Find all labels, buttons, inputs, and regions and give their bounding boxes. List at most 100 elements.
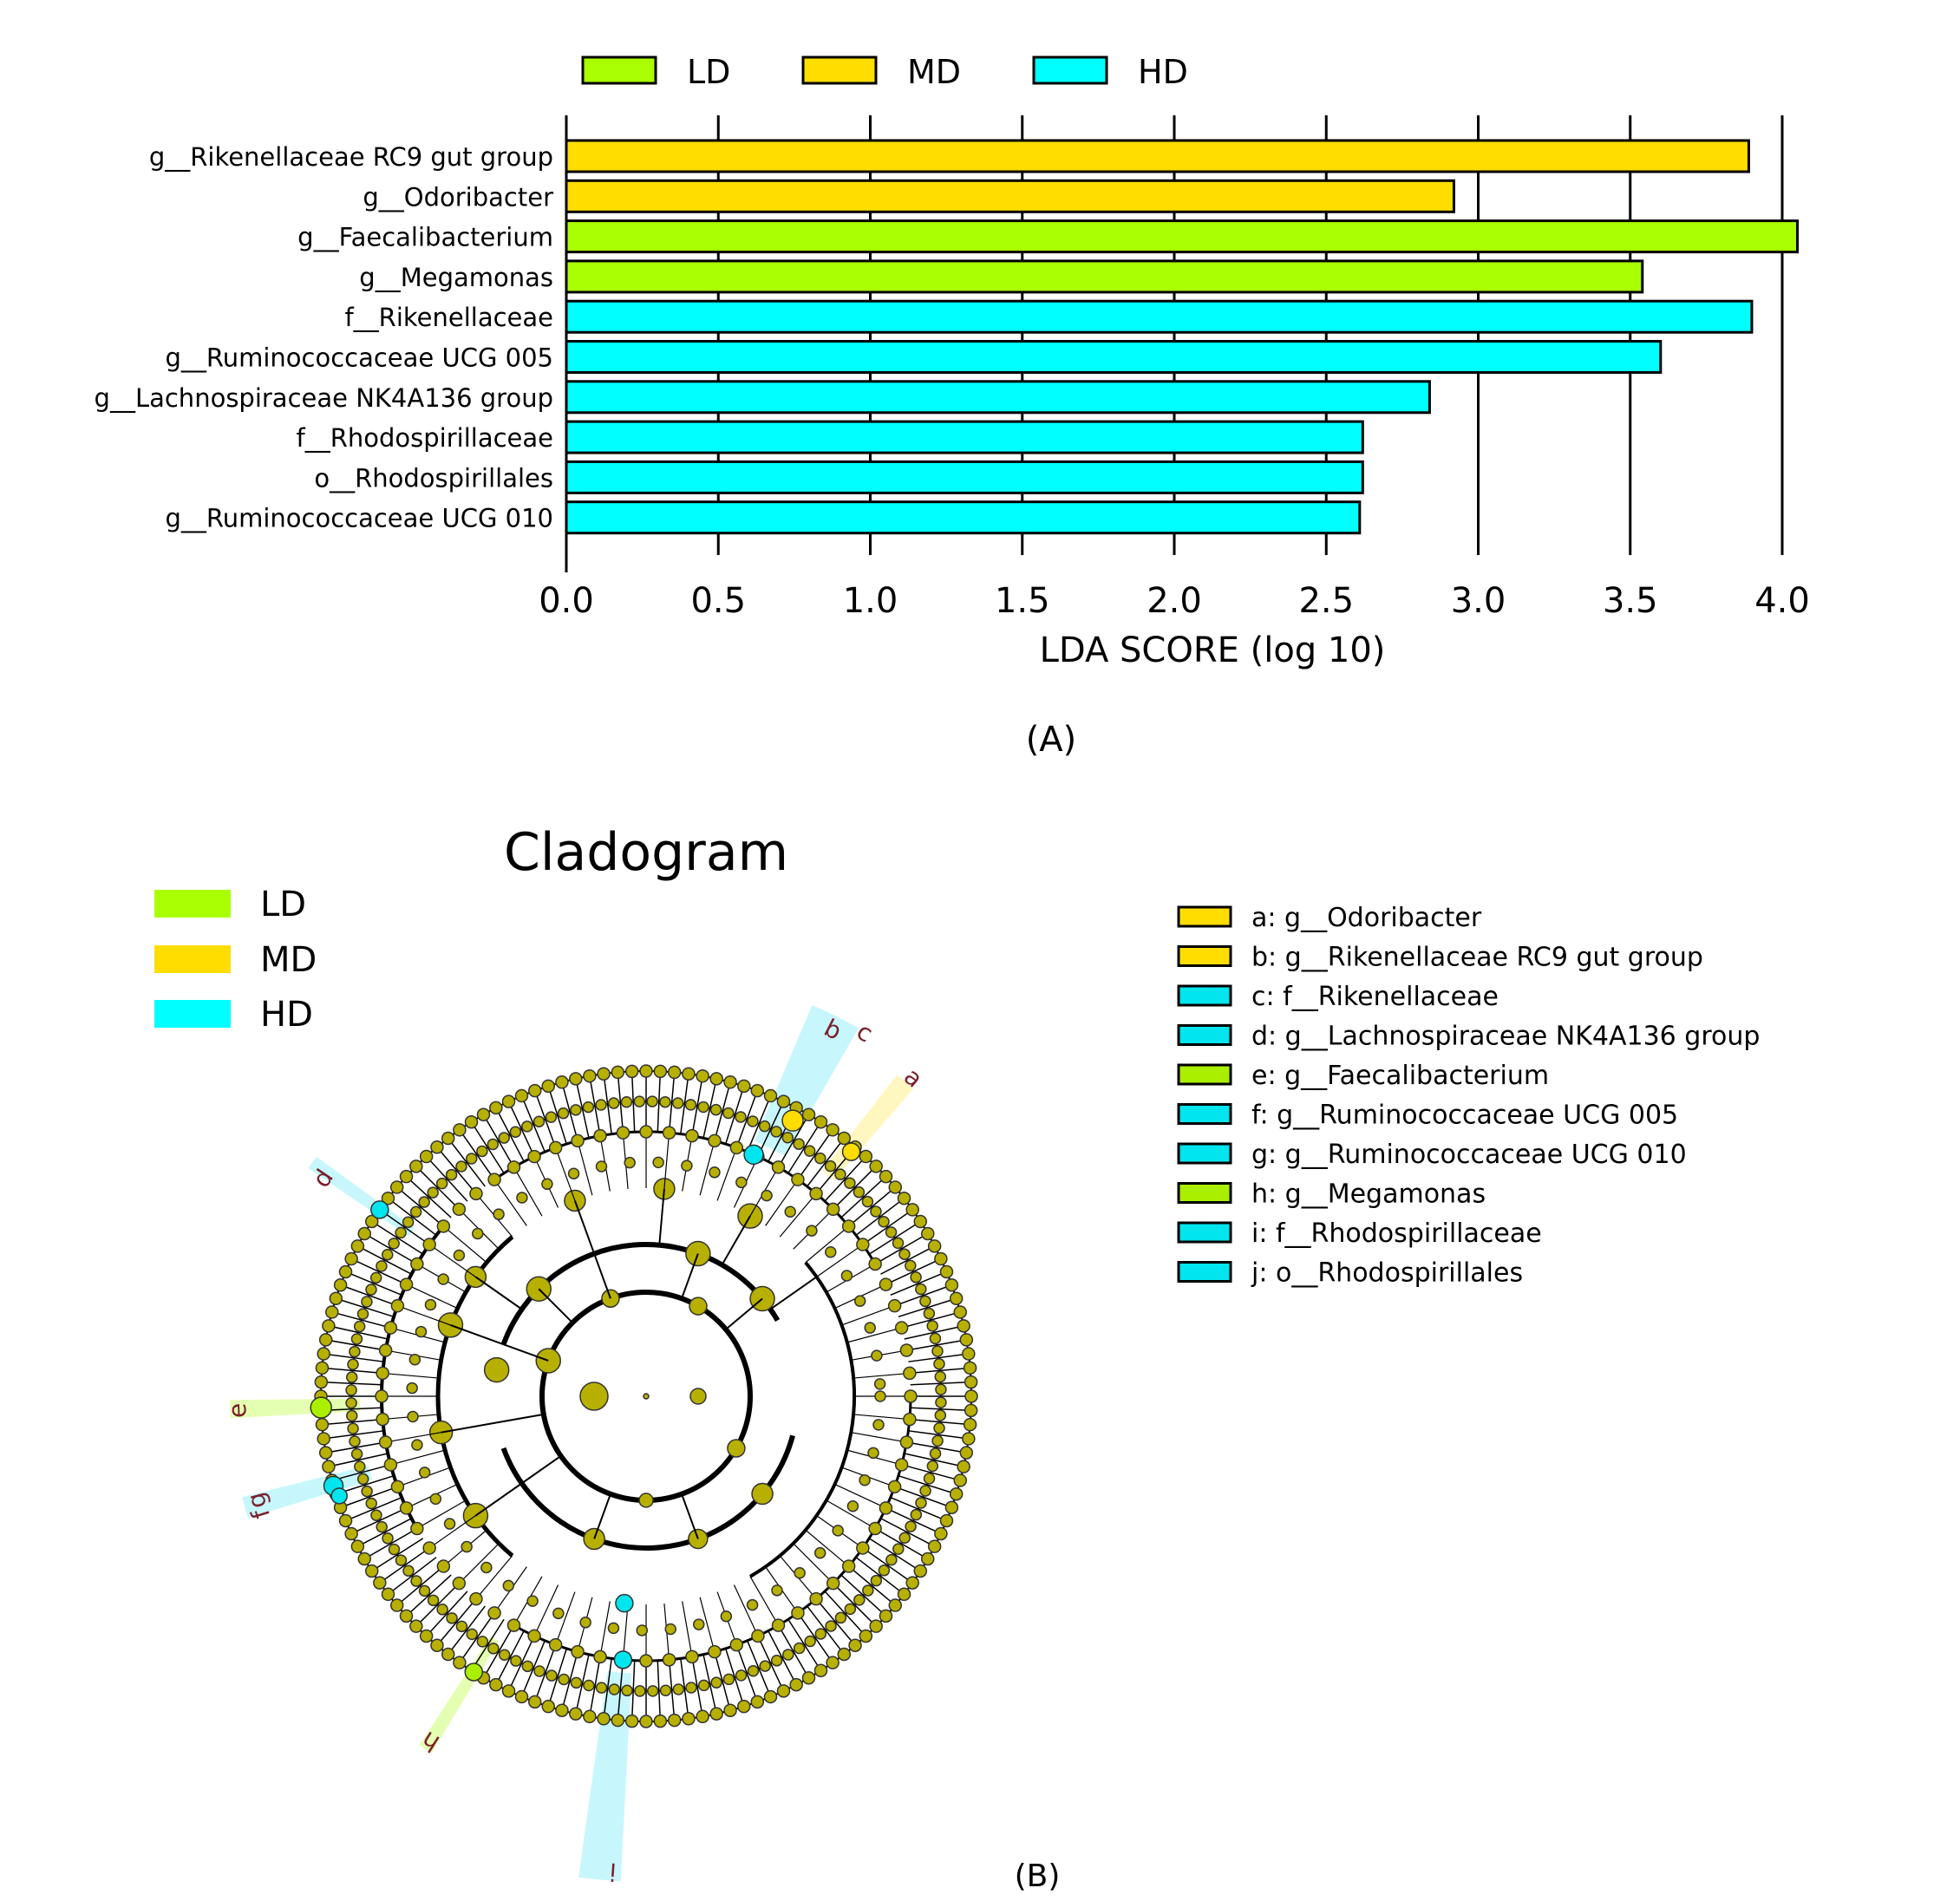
- clade-node: [527, 1629, 541, 1643]
- x-tick-label: 4.0: [1754, 581, 1810, 621]
- clade-node: [333, 1277, 348, 1292]
- clade-node: [354, 1460, 366, 1473]
- clade-node: [934, 1409, 947, 1421]
- clade-node: [501, 1094, 516, 1108]
- clade-branch: [593, 1253, 611, 1299]
- clade-node: [913, 1214, 928, 1229]
- clade-node: [859, 1629, 873, 1643]
- clade-node: [801, 1671, 816, 1685]
- key-legend-swatch: [1177, 1261, 1232, 1283]
- legend-label-ld: LD: [687, 53, 730, 91]
- clade-node: [419, 1629, 434, 1643]
- x-tick-label: 0.0: [539, 581, 594, 621]
- clade-branch: [357, 1245, 412, 1275]
- clade-node: [436, 1604, 448, 1616]
- key-legend-swatch: [1177, 1063, 1232, 1086]
- clade-node: [652, 1156, 664, 1169]
- clade-node: [898, 1248, 911, 1260]
- clade-node: [735, 1176, 748, 1189]
- clade-branch: [340, 1284, 398, 1307]
- clade-node: [751, 1482, 774, 1506]
- clade-node: [789, 1677, 803, 1692]
- clade-node: [383, 1321, 398, 1335]
- clade-branch: [898, 1297, 957, 1318]
- clade-node: [659, 1095, 671, 1108]
- clade-node: [864, 1322, 876, 1334]
- clade-node: [461, 1540, 473, 1553]
- clade-node: [746, 1598, 759, 1611]
- clade-node: [892, 1237, 905, 1250]
- clade-node: [709, 1103, 722, 1116]
- clade-branch: [657, 1660, 662, 1721]
- clade-node: [825, 1620, 837, 1632]
- clade-branch: [503, 1343, 549, 1362]
- clade-node: [743, 1144, 764, 1166]
- clade-branch: [534, 1090, 557, 1148]
- clade-node: [436, 1559, 451, 1573]
- clade-node: [541, 1699, 555, 1714]
- clade-node: [399, 1277, 414, 1291]
- clade-node: [498, 1132, 510, 1144]
- cladogram-title: Cladogram: [504, 822, 788, 883]
- clade-node: [502, 1579, 515, 1592]
- clade-branch: [379, 1547, 430, 1584]
- clade-node: [409, 1160, 423, 1173]
- clade-node: [853, 1186, 866, 1199]
- clade-node: [489, 1101, 503, 1115]
- clade-branch: [350, 1507, 407, 1535]
- clade-branch: [496, 1413, 544, 1424]
- clade-node: [841, 1142, 861, 1161]
- clade-node: [935, 1383, 947, 1396]
- clade-branch: [336, 1297, 395, 1318]
- clade-node: [427, 1186, 439, 1199]
- clade-branch: [493, 1179, 527, 1226]
- clade-node: [389, 1180, 404, 1194]
- clade-branch: [321, 1381, 382, 1386]
- category-label: g__Megamonas: [359, 263, 553, 292]
- clade-node: [455, 1160, 467, 1173]
- clade-node: [552, 1607, 565, 1620]
- clade-node: [685, 1649, 699, 1664]
- clade-branch: [482, 1114, 515, 1168]
- clade-node: [771, 1618, 786, 1632]
- clade-branch: [765, 1179, 799, 1226]
- clade-node: [791, 1606, 805, 1620]
- clade-node: [443, 1518, 456, 1530]
- clade-node: [770, 1126, 782, 1138]
- clade-node: [709, 1072, 723, 1086]
- clade-node: [750, 1695, 765, 1709]
- clade-node: [480, 1561, 493, 1574]
- cladogram-tree: [310, 1064, 978, 1728]
- clade-node: [751, 1629, 765, 1643]
- clade-node: [329, 1291, 343, 1305]
- group-legend-swatch-ld: [154, 890, 231, 918]
- clade-node: [859, 1149, 873, 1164]
- clade-branch: [901, 1311, 961, 1329]
- clade-branch: [880, 1245, 935, 1275]
- clade-node: [929, 1447, 942, 1460]
- clade-node: [476, 1107, 491, 1121]
- clade-node: [419, 1149, 434, 1164]
- clade-branch: [815, 1598, 856, 1646]
- clade-node: [418, 1584, 431, 1597]
- clade-branch: [904, 1325, 964, 1340]
- clade-branch: [855, 1557, 905, 1595]
- clade-branch: [371, 1538, 424, 1572]
- clade-node: [361, 1485, 373, 1498]
- key-legend-label: d: g__Lachnospiraceae NK4A136 group: [1251, 1022, 1760, 1052]
- clade-node: [771, 1160, 786, 1174]
- clade-node: [949, 1291, 964, 1305]
- clade-branch: [874, 1232, 929, 1265]
- clade-branch: [826, 1499, 876, 1530]
- clade-node: [801, 1107, 816, 1121]
- clade-branch: [482, 1624, 515, 1679]
- clade-branch: [475, 1555, 513, 1600]
- clade-node: [356, 1308, 369, 1320]
- clade-node: [964, 1389, 978, 1403]
- clade-node: [378, 1343, 393, 1357]
- clade-node: [506, 1160, 521, 1174]
- lda-x-ticks: 0.0 0.5 1.0 1.5 2.0 2.5 3.0 3.5 4.0: [539, 581, 1810, 621]
- clade-highlight: [578, 1670, 632, 1882]
- clade-node: [840, 1270, 853, 1282]
- clade-node: [888, 1598, 903, 1612]
